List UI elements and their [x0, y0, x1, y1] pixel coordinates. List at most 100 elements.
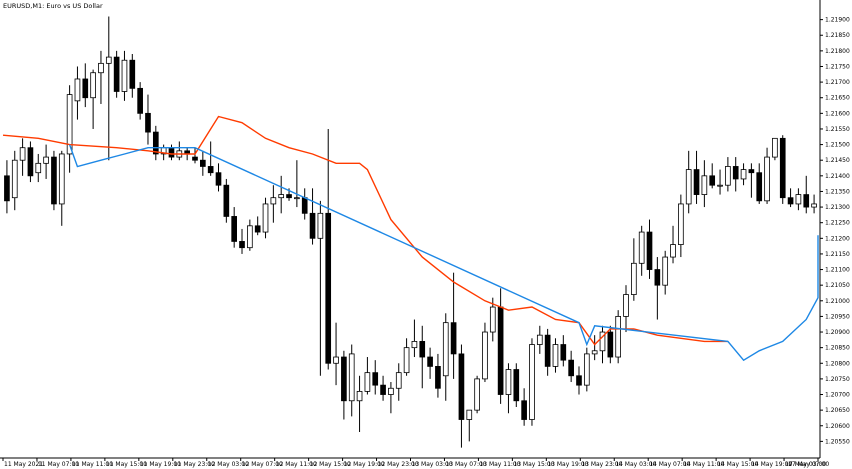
candle [27, 141, 34, 183]
candle-body [583, 353, 590, 386]
candle-body [591, 350, 598, 355]
price-tick-label: 1.21250 [825, 220, 850, 227]
candle [200, 150, 206, 176]
candle-body [631, 262, 637, 295]
price-tick-label: 1.21000 [825, 298, 850, 305]
candle [113, 50, 120, 98]
time-tick-label: 12 May 19:00 [344, 461, 385, 468]
candle-body [466, 409, 473, 420]
candle [294, 160, 300, 208]
candle [105, 16, 112, 161]
candle-body [568, 359, 574, 377]
price-tick-label: 1.21300 [825, 204, 850, 211]
time-tick-label: 11 May 07:00 [38, 461, 79, 468]
candle-body [356, 390, 363, 402]
candle [145, 94, 151, 145]
candle-body [442, 322, 449, 377]
candle-body [317, 212, 324, 239]
price-tick-label: 1.20700 [825, 392, 850, 399]
time-tick-label: 11 May 23:00 [174, 461, 215, 468]
time-tick-label: 13 May 19:00 [547, 461, 588, 468]
candle [435, 353, 441, 398]
price-tick-label: 1.20950 [825, 313, 850, 320]
candle [772, 137, 778, 161]
candle-body [709, 175, 716, 186]
candle-body [262, 203, 269, 233]
blue-indicator-line [68, 144, 819, 362]
price-tick-label: 1.21650 [825, 95, 850, 102]
time-tick-label: 12 May 03:00 [208, 461, 249, 468]
candle [678, 194, 684, 258]
candle-body [458, 353, 465, 420]
price-tick-label: 1.21450 [825, 157, 850, 164]
candle [458, 344, 465, 448]
candle-body [474, 378, 480, 411]
candle-body [270, 197, 277, 205]
time-tick-label: 11 May 11:00 [72, 461, 113, 468]
candle-body [779, 137, 786, 199]
candle [82, 63, 89, 108]
candle [489, 297, 496, 342]
candle-body [693, 169, 700, 195]
price-tick-label: 1.21550 [825, 126, 850, 133]
candle-body [43, 156, 49, 164]
candle-body [505, 369, 512, 395]
time-tick-label: 11 May 19:00 [140, 461, 181, 468]
time-tick-label: 11 May 2021 [4, 461, 43, 468]
candle [239, 228, 245, 254]
candle [670, 225, 676, 264]
candle-body [74, 78, 81, 102]
candle [536, 325, 543, 354]
candle-body [521, 400, 527, 420]
candle-body [740, 169, 747, 180]
candle-body [129, 59, 136, 89]
candle-body [200, 159, 206, 167]
candle [4, 160, 10, 214]
candle [325, 128, 332, 370]
candle-body [105, 56, 112, 64]
candle-body [450, 322, 457, 355]
candle-body [152, 131, 159, 155]
candle [51, 150, 57, 211]
candle [341, 350, 347, 420]
candles-layer [4, 16, 817, 448]
candle-body [223, 184, 230, 217]
price-tick-label: 1.21900 [825, 17, 850, 24]
candle-body [82, 78, 89, 99]
candle [748, 163, 755, 198]
candle [223, 178, 230, 223]
candle [137, 82, 143, 120]
candle-body [685, 169, 692, 205]
price-tick-label: 1.20550 [825, 438, 850, 445]
candle [803, 175, 810, 214]
candle [215, 163, 222, 192]
price-tick-label: 1.20800 [825, 360, 850, 367]
time-tick-label: 13 May 11:00 [479, 461, 520, 468]
candle [129, 53, 136, 98]
candle-body [207, 166, 214, 174]
candle-body [239, 241, 245, 249]
candle-body [772, 137, 778, 158]
price-tick-label: 1.20850 [825, 345, 850, 352]
candle-body [11, 159, 18, 199]
candle-body [4, 175, 10, 202]
candle-body [560, 344, 567, 361]
candle [98, 50, 104, 104]
price-tick-label: 1.21350 [825, 188, 850, 195]
candle-body [411, 341, 418, 349]
candle [450, 272, 457, 379]
candle [262, 197, 269, 239]
candle [646, 219, 653, 279]
candle-body [333, 356, 339, 364]
candle [576, 366, 582, 395]
candle-body [544, 334, 551, 367]
candle-body [113, 56, 120, 92]
time-tick-label: 12 May 11:00 [276, 461, 317, 468]
candle [779, 135, 786, 204]
candle-body [811, 203, 817, 208]
candle-body [599, 331, 606, 352]
candle-body [403, 347, 410, 374]
candle-body [35, 162, 42, 174]
